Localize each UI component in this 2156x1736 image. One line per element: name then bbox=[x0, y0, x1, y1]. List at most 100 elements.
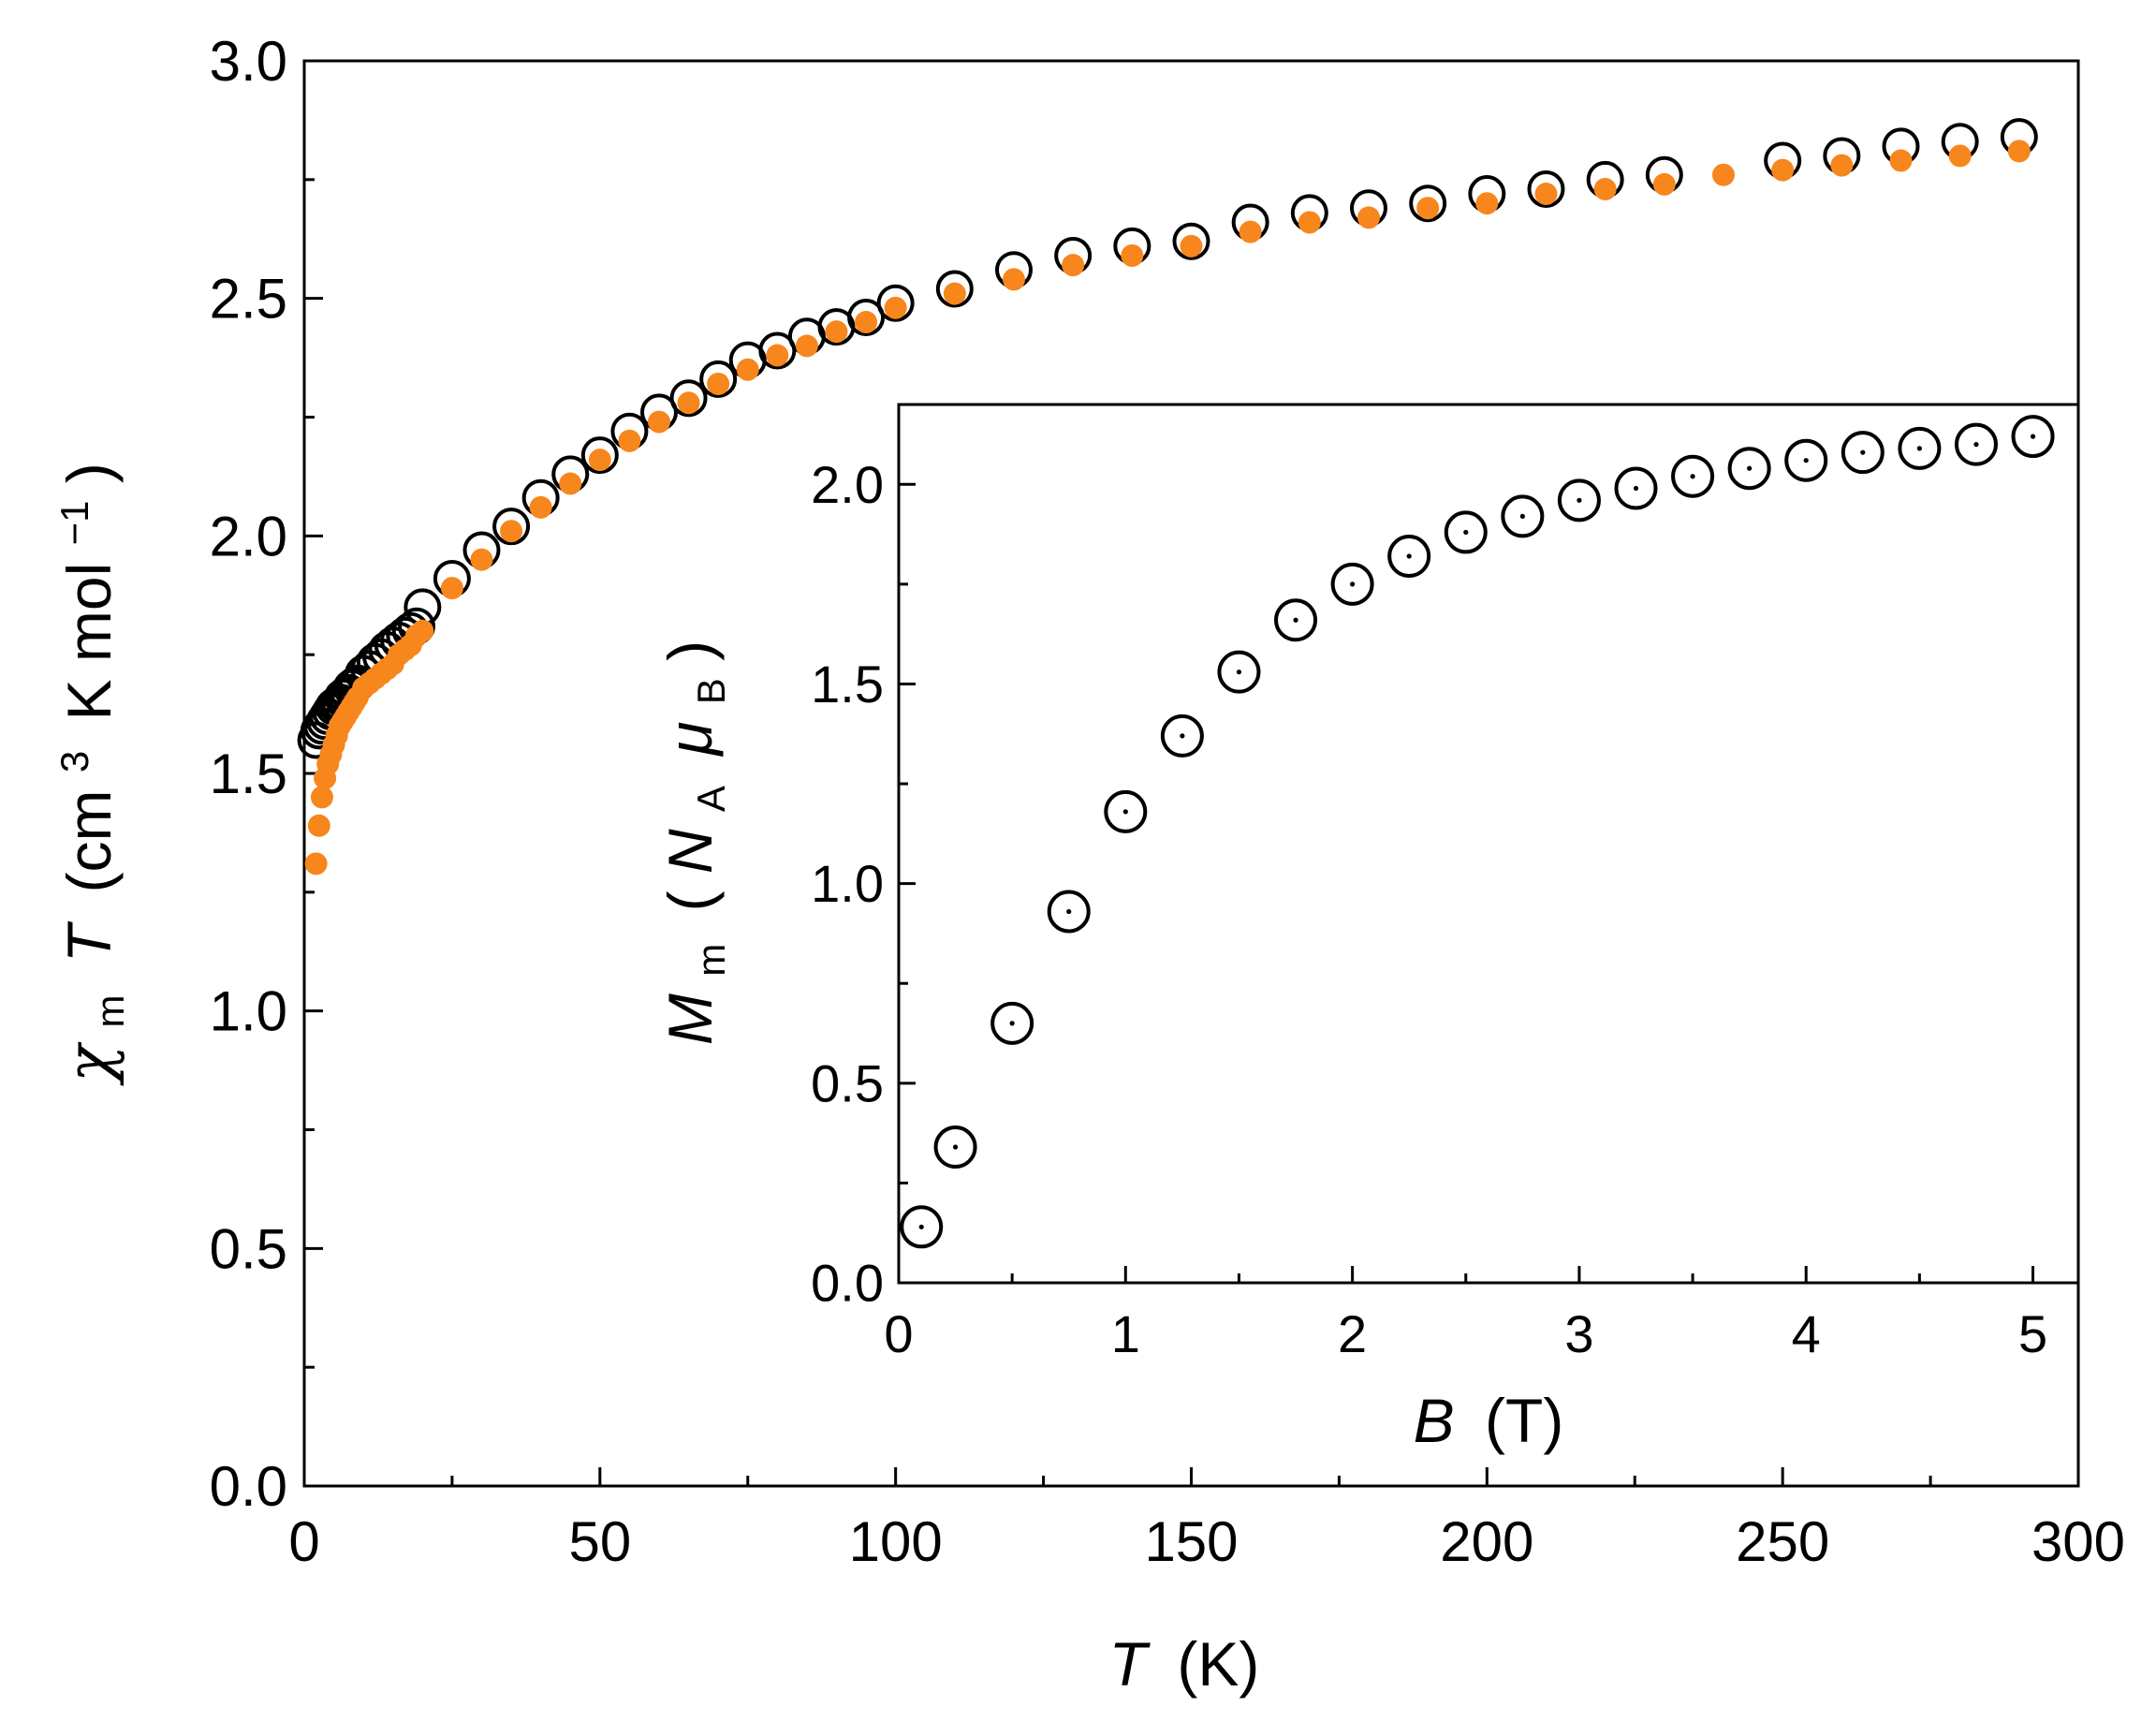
inset-y-tick-label: 0.0 bbox=[811, 1254, 884, 1313]
data-point-open bbox=[1172, 222, 1210, 260]
inset-y-mu-sub: B bbox=[689, 678, 733, 704]
data-point-filled bbox=[943, 282, 966, 305]
data-point-filled bbox=[736, 358, 759, 381]
inset-data-point bbox=[1841, 431, 1885, 475]
main-x-tick-label: 200 bbox=[1440, 1510, 1533, 1573]
inset-y-mu: μ bbox=[655, 722, 725, 758]
inset-data-point bbox=[1727, 447, 1771, 491]
main-x-tick-label: 250 bbox=[1736, 1510, 1829, 1573]
inset-data-point-center bbox=[1577, 497, 1582, 503]
inset-x-axis-var: B bbox=[1414, 1386, 1455, 1455]
inset-data-point bbox=[1898, 426, 1942, 470]
inset-data-point-center bbox=[1293, 617, 1298, 623]
main-x-tick-label: 100 bbox=[849, 1510, 943, 1573]
inset-y-na: N bbox=[655, 829, 725, 874]
inset-y-tick-label: 1.5 bbox=[811, 655, 884, 714]
data-point-filled bbox=[1062, 254, 1085, 277]
inset-data-point bbox=[1274, 598, 1318, 642]
main-y-tick-label: 2.0 bbox=[210, 505, 287, 567]
data-point-filled bbox=[1357, 206, 1380, 229]
main-x-tick-label: 50 bbox=[568, 1510, 631, 1573]
data-point-filled bbox=[307, 814, 330, 837]
inset-data-point-center bbox=[918, 1224, 924, 1229]
inset-data-point-center bbox=[1236, 669, 1242, 675]
main-y-tick-label: 0.5 bbox=[210, 1217, 287, 1280]
main-y-tick-label: 3.0 bbox=[210, 30, 287, 93]
main-x-tick-label: 0 bbox=[288, 1510, 319, 1573]
data-point-filled bbox=[2007, 140, 2031, 163]
inset-x-axis-title: B (T) bbox=[1414, 1386, 1564, 1455]
data-point-open bbox=[758, 331, 797, 370]
inset-data-point bbox=[1671, 454, 1715, 498]
inset-data-point bbox=[1104, 789, 1148, 833]
data-point-filled bbox=[500, 520, 523, 543]
main-y-sup: 3 bbox=[52, 751, 96, 772]
inset-data-point-center bbox=[2030, 434, 2036, 439]
inset-data-point-center bbox=[1463, 529, 1469, 536]
inset-y-tick-label: 1.0 bbox=[811, 854, 884, 913]
data-point-filled bbox=[1830, 154, 1854, 177]
data-point-filled bbox=[766, 344, 789, 367]
inset-data-point bbox=[1047, 890, 1091, 934]
data-point-open bbox=[699, 360, 738, 398]
inset-data-point-center bbox=[1350, 581, 1356, 587]
data-point-filled bbox=[559, 472, 582, 495]
data-point-open bbox=[492, 508, 531, 546]
inset-x-tick-label: 5 bbox=[2018, 1304, 2047, 1363]
inset-data-point bbox=[1557, 478, 1601, 522]
data-point-open bbox=[847, 298, 886, 336]
main-y-tick-label: 2.5 bbox=[210, 268, 287, 331]
inset-data-point bbox=[1444, 510, 1488, 554]
data-point-filled bbox=[440, 577, 463, 600]
main-y-var: T bbox=[54, 920, 124, 963]
inset-y-close: ) bbox=[655, 640, 725, 661]
data-point-filled bbox=[618, 429, 641, 452]
data-point-open bbox=[1409, 184, 1447, 223]
main-x-axis-var: T bbox=[1109, 1629, 1151, 1699]
data-point-open bbox=[876, 284, 915, 322]
data-point-filled bbox=[304, 852, 328, 875]
data-point-filled bbox=[1889, 149, 1913, 172]
main-y-open: (cm bbox=[54, 790, 124, 893]
inset-data-point-center bbox=[1803, 458, 1809, 463]
inset-x-tick-label: 1 bbox=[1111, 1304, 1140, 1363]
main-y-chi-sub: m bbox=[88, 994, 132, 1027]
data-point-filled bbox=[1652, 172, 1676, 196]
inset-y-open: ( bbox=[655, 890, 725, 911]
inset-y-na-sub: A bbox=[689, 786, 733, 812]
series-open-circles-dotted bbox=[900, 415, 2055, 1249]
data-point-filled bbox=[1475, 192, 1499, 215]
main-y-mid: K mol bbox=[54, 563, 124, 721]
inset-y-var-sub: m bbox=[689, 944, 733, 977]
inset-data-point-center bbox=[1690, 474, 1695, 479]
inset-data-point bbox=[990, 1001, 1034, 1045]
data-point-filled bbox=[1771, 158, 1795, 182]
main-series bbox=[297, 118, 2038, 875]
main-y-tick-label: 1.5 bbox=[210, 743, 287, 805]
inset-x-axis-unit: (T) bbox=[1485, 1386, 1563, 1455]
main-y-chi: χ bbox=[53, 1041, 125, 1086]
data-point-filled bbox=[1712, 163, 1735, 186]
main-y-tick-label: 0.0 bbox=[210, 1455, 287, 1518]
inset-data-point-center bbox=[1406, 553, 1412, 559]
data-point-filled bbox=[1121, 244, 1144, 268]
data-point-open bbox=[1527, 169, 1565, 208]
inset-data-point-center bbox=[1066, 908, 1072, 915]
data-point-filled bbox=[588, 449, 611, 472]
inset-data-point bbox=[1160, 714, 1204, 758]
data-point-open bbox=[580, 436, 619, 475]
main-x-ticks: 0 50 100 150 200 250 300 bbox=[288, 1467, 2125, 1573]
inset-y-axis-title: M m ( N A μ B ) bbox=[655, 640, 738, 1045]
main-plot: 0 50 100 150 200 250 300 0.00.51.01.52.02.53.0… bbox=[52, 30, 2125, 1699]
data-point-filled bbox=[310, 786, 333, 809]
data-point-filled bbox=[1003, 268, 1025, 291]
main-y-ticks: 0.0 0.5 1.0 1.5 2.0 2.5 3.0 bbox=[210, 30, 323, 1518]
data-point-filled bbox=[1534, 183, 1558, 206]
data-point-filled bbox=[411, 619, 434, 642]
data-point-filled bbox=[884, 296, 907, 319]
inset-data-point-center bbox=[1747, 465, 1753, 471]
inset-data-point-center bbox=[1973, 442, 1979, 448]
data-point-open bbox=[935, 270, 974, 308]
data-point-filled bbox=[707, 372, 730, 395]
